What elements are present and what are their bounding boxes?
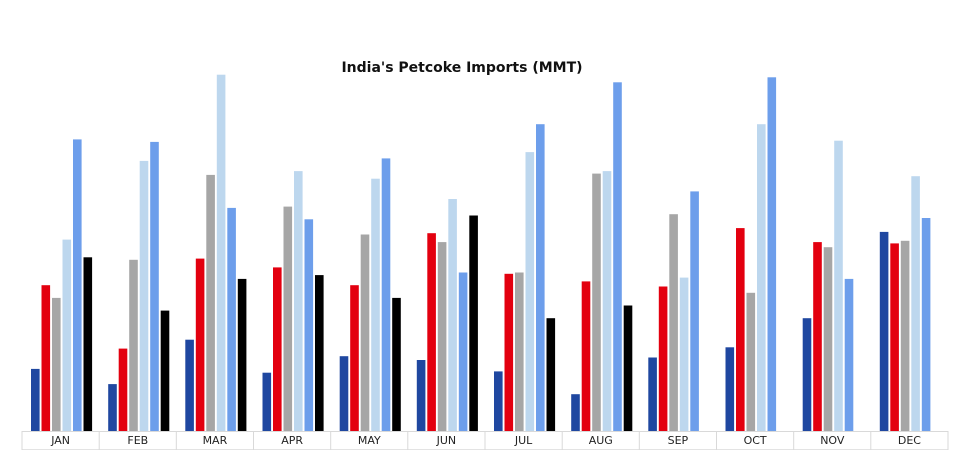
bar-sep-series-3 — [669, 214, 678, 431]
bar-may-series-2 — [350, 285, 359, 431]
x-tick-label-mar: MAR — [203, 434, 228, 447]
x-tick-label-oct: OCT — [744, 434, 767, 447]
bar-feb-series-6 — [160, 310, 170, 431]
bar-oct-series-4 — [757, 124, 766, 431]
bar-aug-series-5 — [613, 82, 622, 432]
bar-jul-series-3 — [515, 272, 524, 431]
bar-oct-series-3 — [746, 292, 756, 431]
bar-sep-series-1 — [648, 357, 657, 431]
x-tick-label-may: MAY — [358, 434, 381, 447]
bar-jun-series-2 — [427, 233, 436, 431]
bar-dec-series-5 — [921, 218, 931, 431]
bar-mar-series-3 — [206, 174, 215, 431]
bar-apr-series-2 — [273, 267, 282, 431]
bar-apr-series-3 — [283, 206, 293, 431]
bar-oct-series-2 — [736, 228, 745, 431]
bar-jun-series-4 — [448, 199, 457, 431]
bar-sep-series-4 — [679, 277, 689, 431]
bar-jun-series-1 — [416, 360, 426, 431]
bar-may-series-3 — [360, 234, 370, 431]
bar-jul-series-2 — [504, 273, 514, 431]
bar-mar-series-2 — [195, 258, 205, 431]
bar-feb-series-4 — [139, 160, 149, 431]
bar-jan-series-1 — [31, 368, 40, 431]
x-tick-label-jan: JAN — [50, 434, 70, 447]
x-tick-label-jun: JUN — [436, 434, 457, 447]
bar-sep-series-5 — [690, 191, 699, 431]
bar-apr-series-1 — [262, 372, 272, 431]
bar-nov-series-4 — [834, 140, 843, 431]
bar-may-series-5 — [381, 158, 391, 431]
bar-jun-series-5 — [458, 272, 468, 431]
bars-layer — [31, 74, 931, 432]
bar-jan-series-4 — [62, 239, 72, 431]
bar-dec-series-4 — [911, 176, 920, 431]
bar-nov-series-5 — [844, 278, 854, 431]
bar-aug-series-6 — [623, 305, 633, 431]
bar-jul-series-4 — [525, 152, 535, 431]
x-tick-label-feb: FEB — [127, 434, 148, 447]
bar-jan-series-6 — [83, 257, 93, 431]
bar-jun-series-6 — [469, 215, 478, 431]
bar-mar-series-1 — [185, 339, 194, 431]
bar-jul-series-5 — [536, 124, 545, 431]
bar-jan-series-3 — [52, 297, 61, 431]
bar-aug-series-4 — [602, 171, 612, 431]
bar-apr-series-4 — [294, 171, 303, 431]
bar-jul-series-6 — [546, 318, 556, 431]
bar-dec-series-1 — [879, 231, 889, 431]
bar-sep-series-2 — [658, 286, 668, 431]
x-axis: JAN FEB MAR APR MAY JUN JUL AUG SEP OCT NOV DEC — [21, 431, 949, 450]
bar-feb-series-1 — [108, 384, 117, 431]
bar-jun-series-3 — [437, 242, 447, 431]
bar-apr-series-6 — [315, 275, 324, 431]
bar-feb-series-5 — [150, 141, 159, 431]
bar-jan-series-2 — [41, 285, 51, 431]
bar-jul-series-1 — [494, 371, 503, 431]
bar-nov-series-2 — [813, 242, 822, 431]
x-tick-label-sep: SEP — [668, 434, 689, 447]
bar-nov-series-1 — [802, 318, 812, 431]
bar-oct-series-5 — [767, 77, 777, 432]
bar-may-series-4 — [371, 178, 380, 431]
bar-aug-series-2 — [581, 281, 591, 431]
bar-aug-series-1 — [571, 394, 580, 431]
chart-title: India's Petcoke Imports (MMT) — [341, 60, 583, 76]
x-tick-label-jul: JUL — [514, 434, 533, 447]
bar-mar-series-5 — [227, 207, 236, 431]
bar-jan-series-5 — [73, 139, 82, 431]
x-tick-label-nov: NOV — [820, 434, 845, 447]
bar-may-series-1 — [339, 356, 349, 431]
bar-dec-series-3 — [900, 240, 910, 431]
x-tick-label-apr: APR — [281, 434, 303, 447]
x-tick-label-dec: DEC — [898, 434, 921, 447]
bar-feb-series-3 — [129, 259, 138, 431]
x-tick-label-aug: AUG — [589, 434, 613, 447]
bar-may-series-6 — [392, 297, 401, 431]
bar-mar-series-6 — [237, 278, 247, 431]
bar-dec-series-2 — [890, 243, 899, 431]
bar-mar-series-4 — [216, 74, 226, 431]
bar-apr-series-5 — [304, 219, 314, 431]
bar-feb-series-2 — [118, 348, 128, 431]
bar-aug-series-3 — [592, 173, 601, 431]
bar-nov-series-3 — [823, 247, 833, 431]
bar-oct-series-1 — [725, 347, 735, 431]
